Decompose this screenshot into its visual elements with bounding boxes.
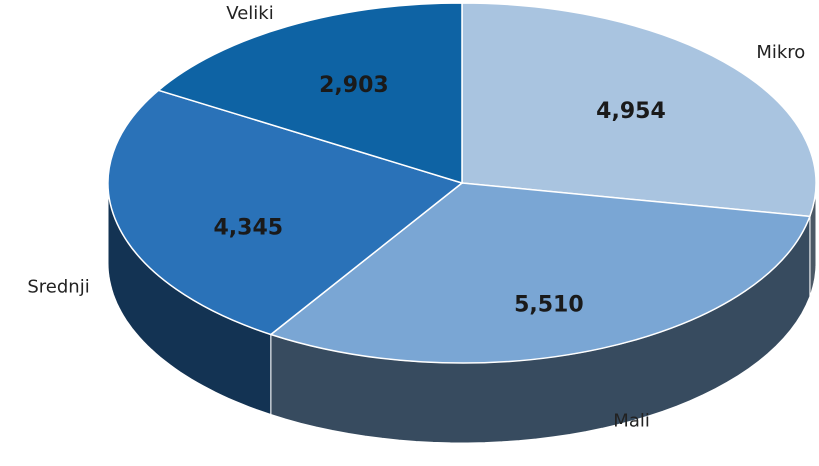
category-label: Srednji [27, 276, 89, 297]
category-label: Mali [613, 411, 650, 432]
value-label: 4,954 [596, 99, 666, 124]
category-label: Mikro [756, 42, 805, 63]
slice [107, 89, 464, 336]
value-label: 2,903 [319, 73, 389, 98]
value-label: 5,510 [514, 292, 584, 317]
category-label: Veliki [226, 3, 273, 24]
slice [157, 2, 463, 185]
slice [461, 2, 817, 218]
value-label: 4,345 [213, 215, 283, 240]
